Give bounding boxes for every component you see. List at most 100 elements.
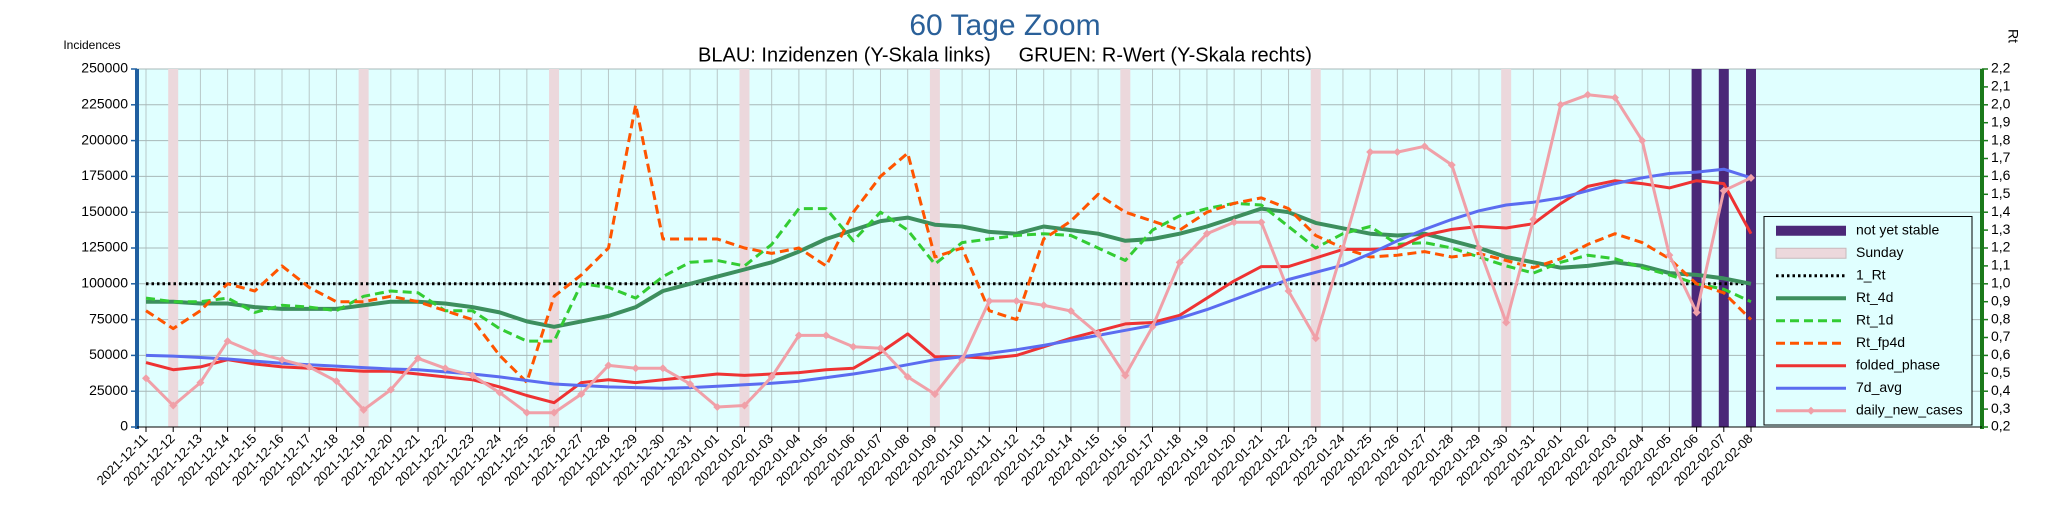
- marker: [876, 344, 885, 353]
- marker: [414, 354, 423, 363]
- y-tick-label: 125000: [81, 239, 128, 255]
- chart-subtitle: BLAU: Inzidenzen (Y-Skala links) GRUEN: …: [698, 44, 1312, 66]
- legend-marker: [1807, 406, 1815, 415]
- y2-tick-label: 0,4: [1991, 382, 2011, 398]
- marker: [1665, 251, 1674, 260]
- y2-tick-label: 0,2: [1991, 418, 2011, 434]
- y-tick-label: 100000: [81, 275, 128, 291]
- marker: [1230, 218, 1239, 227]
- chart-title: 60 Tage Zoom: [909, 9, 1100, 42]
- marker: [1039, 301, 1048, 310]
- marker: [686, 380, 695, 389]
- y2-tick-label: 1,0: [1991, 275, 2011, 291]
- y-tick-label: 0: [120, 418, 128, 434]
- marker: [169, 401, 178, 410]
- marker: [577, 390, 586, 399]
- marker: [1583, 90, 1592, 99]
- marker: [1447, 160, 1456, 169]
- marker: [332, 377, 341, 386]
- legend-label: Sunday: [1856, 244, 1903, 260]
- y2-axis-label: Rt: [2005, 29, 2021, 43]
- marker: [1474, 244, 1483, 252]
- marker: [550, 408, 559, 417]
- y-tick-label: 200000: [81, 131, 128, 147]
- marker: [196, 378, 205, 387]
- line: [144, 93, 1752, 415]
- y-tick-label: 150000: [81, 203, 128, 219]
- legend-label: 1_Rt: [1856, 266, 1886, 282]
- bar: [1120, 69, 1131, 427]
- y2-tick-label: 1,5: [1991, 185, 2011, 201]
- marker: [522, 408, 531, 417]
- marker: [1066, 307, 1075, 316]
- legend-label: folded_phase: [1856, 356, 1940, 372]
- y2-tick-label: 0,5: [1991, 364, 2011, 380]
- line: [145, 167, 1752, 390]
- marker: [794, 331, 803, 340]
- marker: [740, 401, 749, 410]
- bar: [358, 69, 369, 427]
- legend-label: daily_new_cases: [1856, 401, 1963, 417]
- legend-swatch: [1776, 225, 1846, 236]
- marker: [1556, 100, 1565, 109]
- marker: [250, 348, 259, 357]
- marker: [1311, 334, 1320, 343]
- y2-tick-label: 1,3: [1991, 221, 2011, 237]
- marker: [903, 372, 912, 381]
- marker: [223, 337, 232, 346]
- y2-tick-label: 1,6: [1991, 167, 2011, 183]
- marker: [1692, 308, 1701, 317]
- y2-tick-label: 2,2: [1991, 60, 2011, 76]
- marker: [658, 364, 667, 373]
- legend-label: 7d_avg: [1856, 379, 1902, 395]
- y2-tick-label: 2,1: [1991, 78, 2011, 94]
- bar: [549, 69, 560, 427]
- line: [145, 103, 1753, 384]
- legend: not yet stable Sunday 1_Rt Rt_4d Rt_1d Rt_fp4…: [1763, 216, 1973, 426]
- y2-tick-label: 0,9: [1991, 292, 2011, 308]
- y2-tick-label: 1,9: [1991, 113, 2011, 129]
- bar: [1691, 69, 1702, 427]
- marker: [1529, 215, 1538, 224]
- bar: [929, 69, 940, 427]
- marker: [822, 331, 831, 340]
- marker: [468, 371, 477, 380]
- marker: [930, 390, 939, 399]
- marker: [1610, 93, 1619, 102]
- y2-tick-label: 0,7: [1991, 328, 2011, 344]
- marker: [1148, 322, 1157, 331]
- marker: [386, 385, 395, 394]
- marker: [767, 372, 776, 381]
- marker: [849, 342, 858, 351]
- y2-tick-label: 1,2: [1991, 239, 2011, 255]
- y-tick-label: 50000: [89, 346, 128, 362]
- y-tick-label: 225000: [81, 96, 128, 112]
- y2-tick-label: 1,4: [1991, 203, 2011, 219]
- marker: [278, 355, 287, 364]
- y-tick-label: 250000: [81, 60, 128, 76]
- marker: [1175, 258, 1184, 267]
- marker: [985, 296, 994, 305]
- y-tick-label: 175000: [81, 167, 128, 183]
- legend-swatch: [1775, 247, 1847, 259]
- marker: [1284, 286, 1293, 295]
- y2-tick-label: 1,8: [1991, 131, 2011, 147]
- marker: [713, 402, 722, 411]
- marker: [1202, 229, 1211, 238]
- marker: [142, 374, 150, 383]
- legend-label: Rt_4d: [1856, 289, 1893, 305]
- y2-tick-label: 2,0: [1991, 96, 2011, 112]
- marker: [1012, 296, 1021, 305]
- bar: [1501, 69, 1512, 427]
- marker: [1420, 142, 1429, 151]
- marker: [495, 388, 504, 397]
- y2-tick-label: 0,6: [1991, 346, 2011, 362]
- marker: [1094, 329, 1103, 338]
- y2-tick-label: 0,8: [1991, 310, 2011, 326]
- y-axis-label: Incidences: [63, 38, 120, 52]
- y2-tick-label: 0,3: [1991, 400, 2011, 416]
- marker: [1121, 371, 1130, 380]
- marker: [1393, 148, 1402, 157]
- legend-label: Rt_1d: [1856, 311, 1893, 327]
- y-tick-label: 25000: [89, 382, 128, 398]
